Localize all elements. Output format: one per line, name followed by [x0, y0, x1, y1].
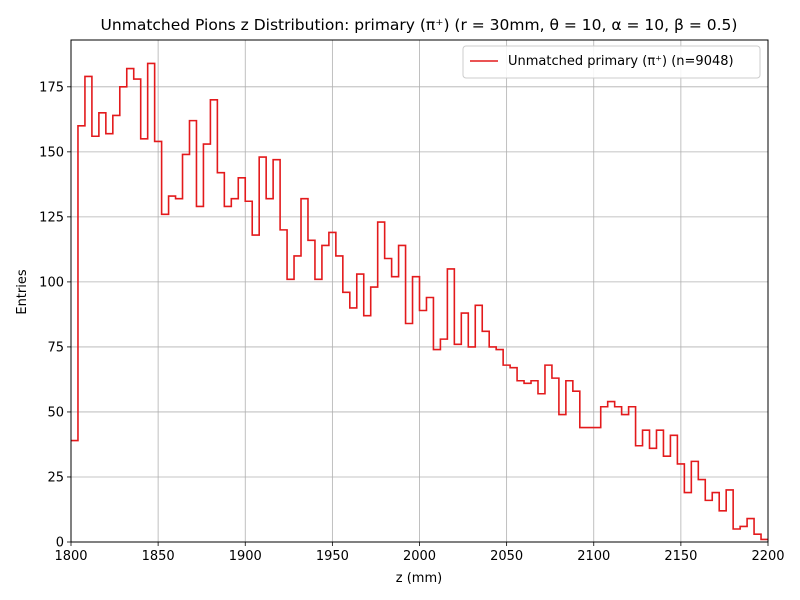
legend: Unmatched primary (π⁺) (n=9048) — [462, 45, 761, 79]
y-tick-label: 50 — [47, 405, 64, 420]
legend-label: Unmatched primary (π⁺) (n=9048) — [508, 54, 734, 69]
y-axis-ticks: 0 25 50 75 100 125 150 175 — [39, 80, 71, 551]
x-axis-ticks: 1800 1850 1900 1950 2000 2050 2100 2150 2200 — [54, 542, 785, 564]
y-tick-label: 0 — [56, 536, 64, 551]
x-tick-label: 2100 — [577, 549, 610, 564]
x-tick-label: 1850 — [142, 549, 175, 564]
y-tick-label: 150 — [39, 145, 64, 160]
histogram-step-line — [71, 62, 768, 541]
y-tick-label: 25 — [47, 470, 64, 485]
y-tick-label: 75 — [47, 340, 64, 355]
legend-box — [462, 45, 761, 79]
x-tick-label: 2150 — [664, 549, 697, 564]
y-tick-label: 100 — [39, 275, 64, 290]
x-tick-label: 1900 — [229, 549, 262, 564]
x-axis-label: z (mm) — [396, 571, 442, 586]
x-tick-label: 1950 — [316, 549, 349, 564]
x-tick-label: 1800 — [54, 549, 87, 564]
y-tick-label: 125 — [39, 210, 64, 225]
y-axis-label: Entries — [15, 269, 30, 315]
x-tick-label: 2000 — [403, 549, 436, 564]
x-tick-label: 2200 — [751, 549, 784, 564]
y-tick-label: 175 — [39, 80, 64, 95]
chart-title: Unmatched Pions z Distribution: primary … — [101, 16, 738, 34]
x-tick-label: 2050 — [490, 549, 523, 564]
